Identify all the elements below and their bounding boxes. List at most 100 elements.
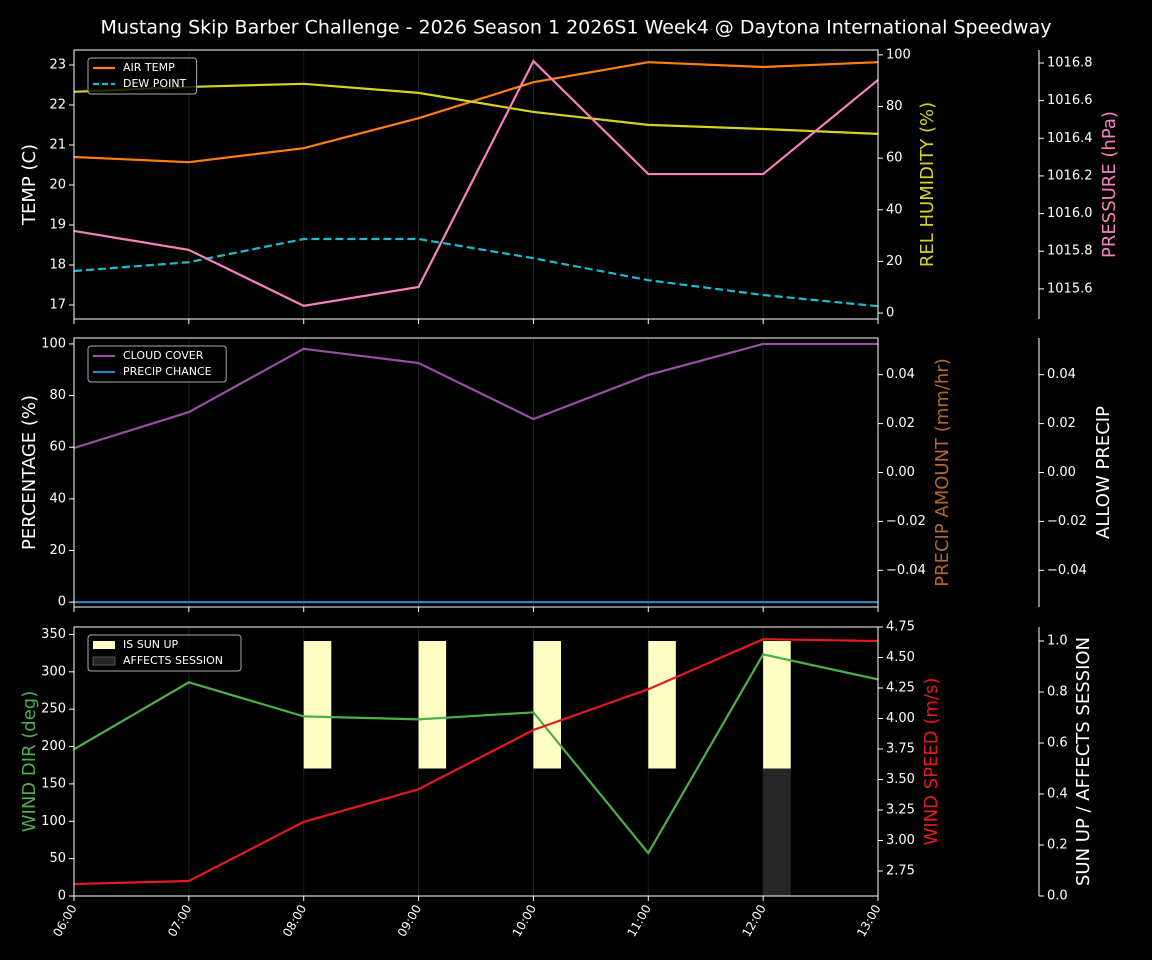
y2-tick-label: 0.00 <box>886 465 915 480</box>
line <box>74 638 878 886</box>
y3-tick-label: 0.6 <box>1047 736 1068 751</box>
bar <box>303 641 332 769</box>
bar <box>648 641 676 769</box>
y2-tick-label: 3.00 <box>886 833 915 848</box>
y3-tick-label: 0.8 <box>1047 685 1068 700</box>
y-tick-label: 40 <box>49 491 66 506</box>
y-tick-label: 100 <box>41 814 66 829</box>
legend-box <box>87 345 227 383</box>
y2-tick-label: 3.50 <box>886 772 915 787</box>
y2-tick-label: 40 <box>886 202 903 217</box>
y-tick-label: 0 <box>58 889 66 904</box>
y3-tick-label: 1016.2 <box>1047 168 1093 183</box>
plot-area <box>74 59 878 308</box>
y2-tick-label: 4.25 <box>886 680 915 695</box>
legend-box <box>87 57 198 95</box>
y3-tick-label: 0.4 <box>1047 787 1068 802</box>
y-tick-label: 300 <box>41 664 66 679</box>
bar <box>533 641 561 769</box>
y-tick-label: 20 <box>49 178 66 193</box>
y-tick-label: 100 <box>41 336 66 351</box>
y-tick-label: 50 <box>49 851 66 866</box>
y3-tick-label: 1016.0 <box>1047 206 1093 221</box>
bar <box>418 641 447 769</box>
y-tick-label: 250 <box>41 702 66 717</box>
y3-tick-label: 0.02 <box>1047 416 1076 431</box>
y3-axis-label: PRESSURE (hPa) <box>1099 111 1120 258</box>
y2-tick-label: 4.75 <box>886 620 915 635</box>
y-axis-label: WIND DIR (deg) <box>19 691 40 833</box>
y2-tick-label: 4.50 <box>886 650 915 665</box>
y3-tick-label: 1.0 <box>1047 634 1068 649</box>
y-tick-label: 0 <box>58 595 66 610</box>
y2-tick-label: 2.75 <box>886 863 915 878</box>
y3-tick-label: −0.02 <box>1047 514 1087 529</box>
y2-tick-label: 0.04 <box>886 367 915 382</box>
line <box>74 342 878 450</box>
legend-label: AIR TEMP <box>123 61 175 74</box>
legend-label: PRECIP CHANCE <box>123 365 212 378</box>
y-axis-label: PERCENTAGE (%) <box>19 395 40 550</box>
y-tick-label: 22 <box>49 98 66 113</box>
y3-tick-label: 1016.8 <box>1047 55 1093 70</box>
y2-tick-label: 0.02 <box>886 416 915 431</box>
y-tick-label: 20 <box>49 543 66 558</box>
y2-tick-label: 80 <box>886 99 903 114</box>
line <box>74 61 878 164</box>
legend-label: AFFECTS SESSION <box>123 654 223 667</box>
plot-area <box>74 342 878 604</box>
y3-axis-label: SUN UP / AFFECTS SESSION <box>1073 637 1094 886</box>
bar <box>763 641 791 769</box>
y2-tick-label: 3.75 <box>886 741 915 756</box>
legend-label: CLOUD COVER <box>123 349 204 362</box>
y2-axis-label: WIND SPEED (m/s) <box>921 678 942 846</box>
y-tick-label: 23 <box>49 58 66 73</box>
y2-tick-label: −0.04 <box>886 563 926 578</box>
y-tick-label: 18 <box>49 258 66 273</box>
bar <box>763 768 791 896</box>
y2-tick-label: 60 <box>886 151 903 166</box>
line <box>74 82 878 135</box>
legend-box <box>87 634 242 672</box>
y2-axis-label: REL HUMIDITY (%) <box>917 102 938 267</box>
y-axis-label: TEMP (C) <box>19 144 40 226</box>
y3-tick-label: 1016.4 <box>1047 131 1093 146</box>
y2-tick-label: 3.25 <box>886 802 915 817</box>
y3-tick-label: 1016.6 <box>1047 93 1093 108</box>
legend-label: IS SUN UP <box>123 638 179 651</box>
y-tick-label: 80 <box>49 388 66 403</box>
y3-tick-label: 0.2 <box>1047 838 1068 853</box>
y-tick-label: 19 <box>49 218 66 233</box>
y3-tick-label: 0.00 <box>1047 465 1076 480</box>
y3-tick-label: 1015.6 <box>1047 281 1093 296</box>
y3-tick-label: −0.04 <box>1047 563 1087 578</box>
legend-swatch <box>92 656 116 666</box>
legend-swatch <box>93 641 115 649</box>
y2-axis-label: PRECIP AMOUNT (mm/hr) <box>932 358 953 587</box>
y3-tick-label: 0.04 <box>1047 367 1076 382</box>
y2-tick-label: 100 <box>886 47 911 62</box>
y2-tick-label: −0.02 <box>886 514 926 529</box>
y-tick-label: 200 <box>41 739 66 754</box>
line <box>74 653 878 856</box>
y2-tick-label: 0 <box>886 306 894 321</box>
axes-frame <box>73 626 879 897</box>
y-tick-label: 150 <box>41 776 66 791</box>
plot-area <box>74 638 878 896</box>
y-tick-label: 21 <box>49 138 66 153</box>
axes-frame <box>73 49 879 320</box>
legend-label: DEW POINT <box>123 77 187 90</box>
y-tick-label: 60 <box>49 440 66 455</box>
y-tick-label: 350 <box>41 627 66 642</box>
axes-frame <box>73 337 879 608</box>
y2-tick-label: 4.00 <box>886 711 915 726</box>
chart-title: Mustang Skip Barber Challenge - 2026 Sea… <box>101 17 1052 39</box>
line <box>74 59 878 307</box>
y-tick-label: 17 <box>49 298 66 313</box>
y3-tick-label: 1015.8 <box>1047 244 1093 259</box>
y3-axis-label: ALLOW PRECIP <box>1093 406 1114 539</box>
y3-tick-label: 0.0 <box>1047 889 1068 904</box>
